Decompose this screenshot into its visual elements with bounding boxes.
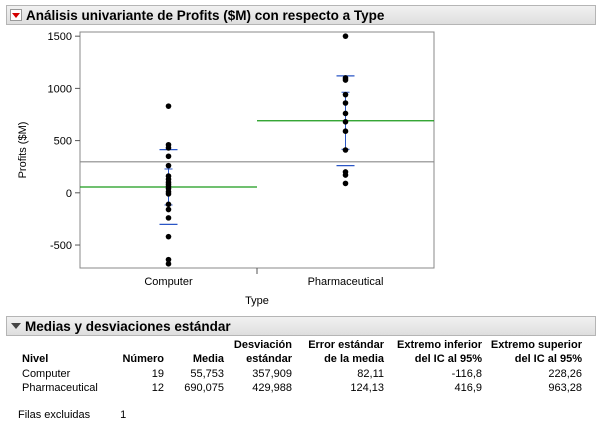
data-point (165, 103, 172, 109)
means-section-title: Medias y desviaciones estándar (25, 318, 231, 334)
data-point (342, 128, 349, 135)
x-axis-label: Type (245, 295, 269, 307)
table-cell: 963,28 (548, 382, 582, 394)
data-point (165, 153, 172, 160)
table-row: Computer 19 55,753 357,909 82,11 -116,8 228,26 (22, 367, 582, 381)
means-section-header: Medias y desviaciones estándar (6, 316, 596, 336)
column-header: Extremo inferior del IC al 95% (397, 339, 482, 365)
table-cell: 12 (151, 382, 164, 394)
table-row: Pharmaceutical 12 690,075 429,988 124,13 416,… (22, 381, 582, 395)
data-point (342, 119, 349, 125)
table-cell: -116,8 (451, 368, 482, 380)
table-cell: 19 (151, 368, 164, 380)
x-tick-label: Pharmaceutical (308, 276, 384, 288)
excluded-rows-value: 1 (120, 409, 127, 421)
y-tick-label: 0 (66, 188, 72, 200)
y-tick-label: -500 (50, 240, 72, 252)
data-point (165, 233, 172, 240)
data-point (165, 162, 172, 169)
x-tick-label: Computer (144, 276, 193, 288)
table-cell: 124,13 (350, 382, 384, 394)
data-point (165, 256, 172, 263)
data-point (342, 180, 349, 187)
table-cell: 357,909 (252, 368, 292, 380)
report-header: Análisis univariante de Profits ($M) con… (6, 5, 596, 25)
data-point (165, 191, 172, 197)
oneway-plot: -500 0 500 1000 1500 Profits ($M) Computer Phar… (17, 31, 435, 307)
table-cell: Pharmaceutical (22, 382, 98, 394)
table-cell: 429,988 (252, 382, 292, 394)
data-point (165, 261, 172, 267)
report-title: Análisis univariante de Profits ($M) con… (26, 7, 385, 23)
table-cell: 82,11 (357, 368, 384, 380)
disclosure-triangle-icon[interactable] (11, 323, 21, 329)
column-header: Nivel (22, 353, 49, 365)
table-cell: 228,26 (548, 368, 582, 380)
table-cell: 55,753 (190, 368, 224, 380)
table-cell: 690,075 (184, 382, 224, 394)
table-cell: Computer (22, 368, 71, 380)
y-axis-label: Profits ($M) (17, 122, 29, 179)
y-tick-label: 500 (54, 136, 72, 148)
plot-frame (79, 31, 435, 269)
column-header: Desviación estándar (233, 339, 292, 365)
data-point (342, 33, 349, 39)
data-point (342, 91, 349, 98)
data-point (342, 172, 349, 178)
column-header: Extremo superior del IC al 95% (490, 339, 582, 365)
data-point (165, 201, 172, 208)
data-point (165, 215, 172, 221)
means-table: Nivel Número Media Desviación estándar Error … (22, 338, 582, 395)
data-point (342, 77, 349, 83)
red-triangle-menu-icon[interactable] (10, 9, 22, 21)
data-point (165, 145, 172, 151)
excluded-rows-label: Filas excluidas (18, 409, 91, 421)
data-point (342, 100, 349, 106)
data-point (342, 147, 349, 153)
table-cell: 416,9 (454, 382, 482, 394)
y-tick-label: 1500 (48, 31, 72, 43)
column-header: Error estándar de la media (308, 339, 384, 365)
excluded-rows: Filas excluidas 1 (18, 409, 126, 421)
y-tick-label: 1000 (48, 83, 72, 95)
column-header: Número (122, 353, 164, 365)
data-point (165, 206, 172, 213)
data-point (342, 110, 349, 117)
column-header: Media (192, 353, 224, 365)
